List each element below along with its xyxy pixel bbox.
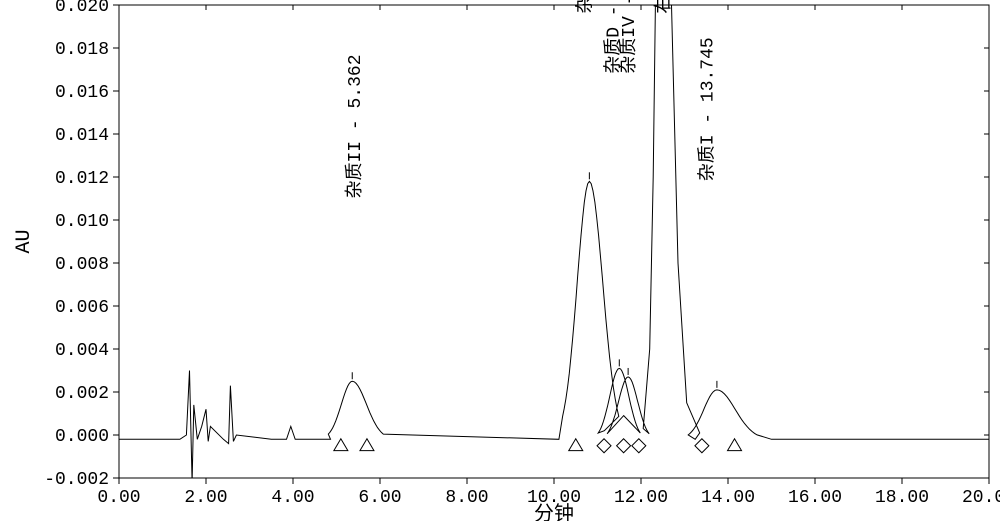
peak-label: 杂质III - 10.813 (574, 0, 596, 14)
x-tick-label: 14.00 (701, 488, 755, 508)
x-tick-label: 20.00 (962, 488, 1000, 508)
y-tick-label: 0.018 (55, 40, 109, 60)
x-tick-label: 8.00 (445, 488, 488, 508)
chromatogram-chart: { "chart": { "type": "line", "width": 10… (0, 0, 1000, 521)
diamond-marker (695, 439, 709, 453)
y-tick-label: 0.016 (55, 83, 109, 103)
x-axis-label: 分钟 (534, 502, 574, 521)
diamond-marker (617, 439, 631, 453)
x-tick-label: 18.00 (875, 488, 929, 508)
y-tick-label: 0.010 (55, 212, 109, 232)
diamond-marker (597, 439, 611, 453)
triangle-marker (360, 439, 374, 451)
y-tick-label: 0.014 (55, 126, 109, 146)
peak-label: 右美沙芬 - 12.500 (653, 0, 675, 14)
triangle-marker (334, 439, 348, 451)
y-tick-label: 0.004 (55, 341, 109, 361)
x-tick-label: 4.00 (271, 488, 314, 508)
y-tick-label: 0.002 (55, 384, 109, 404)
x-tick-label: 0.00 (97, 488, 140, 508)
x-tick-label: 2.00 (184, 488, 227, 508)
x-tick-label: 6.00 (358, 488, 401, 508)
y-tick-label: 0.000 (55, 427, 109, 447)
y-tick-label: 0.012 (55, 169, 109, 189)
y-tick-label: 0.020 (55, 0, 109, 17)
triangle-marker (569, 439, 583, 451)
x-tick-label: 16.00 (788, 488, 842, 508)
triangle-marker (728, 439, 742, 451)
chart-svg: -0.002 0.000 0.002 0.004 0.006 0.008 0.010 0.01… (0, 0, 1000, 521)
peak-label: 杂质IV - 11.704 (618, 0, 640, 74)
y-tick-label: 0.008 (55, 255, 109, 275)
peak-label: 杂质I - 13.745 (696, 37, 718, 181)
chromatogram-trace (119, 0, 989, 482)
peak-label: 杂质II - 5.362 (344, 54, 366, 198)
y-axis-label: AU (13, 229, 36, 253)
y-tick-label: 0.006 (55, 298, 109, 318)
x-tick-label: 12.00 (614, 488, 668, 508)
y-tick-label: -0.002 (44, 470, 109, 490)
diamond-marker (632, 439, 646, 453)
